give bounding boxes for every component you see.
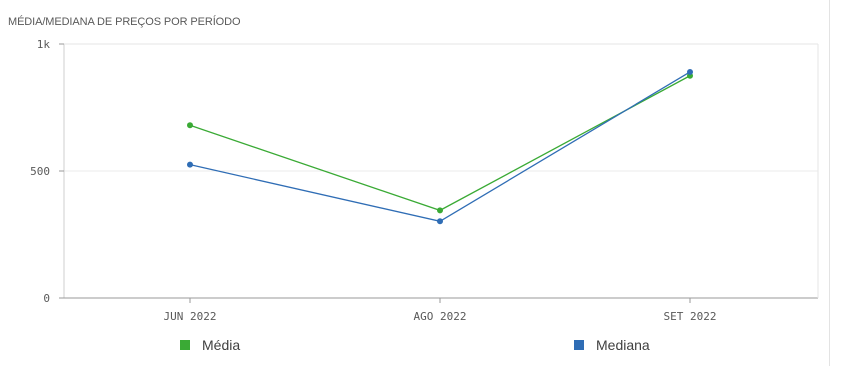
legend-swatch-mediana [574, 340, 584, 350]
y-tick-label: 0 [43, 292, 50, 305]
legend-item-media[interactable]: Média [180, 336, 240, 354]
data-point-mediana[interactable] [437, 218, 443, 225]
chart-title: MÉDIA/MEDIANA DE PREÇOS POR PERÍODO [8, 16, 241, 28]
x-tick-label: AGO 2022 [414, 310, 467, 323]
y-tick-label: 500 [30, 165, 50, 178]
panel-divider [829, 0, 830, 366]
data-point-media[interactable] [187, 122, 193, 129]
data-point-media[interactable] [437, 207, 443, 214]
legend-label-mediana: Mediana [596, 337, 650, 353]
y-tick-label: 1k [37, 38, 51, 51]
series-line-media[interactable] [189, 75, 691, 212]
legend-label-media: Média [202, 337, 241, 353]
legend-item-mediana[interactable]: Mediana [574, 336, 650, 354]
x-tick-label: SET 2022 [664, 310, 717, 323]
series-line-mediana[interactable] [189, 71, 691, 222]
legend-swatch-media [180, 340, 190, 350]
x-tick-label: JUN 2022 [164, 310, 217, 323]
data-point-mediana[interactable] [187, 161, 193, 168]
data-point-mediana[interactable] [687, 68, 693, 75]
